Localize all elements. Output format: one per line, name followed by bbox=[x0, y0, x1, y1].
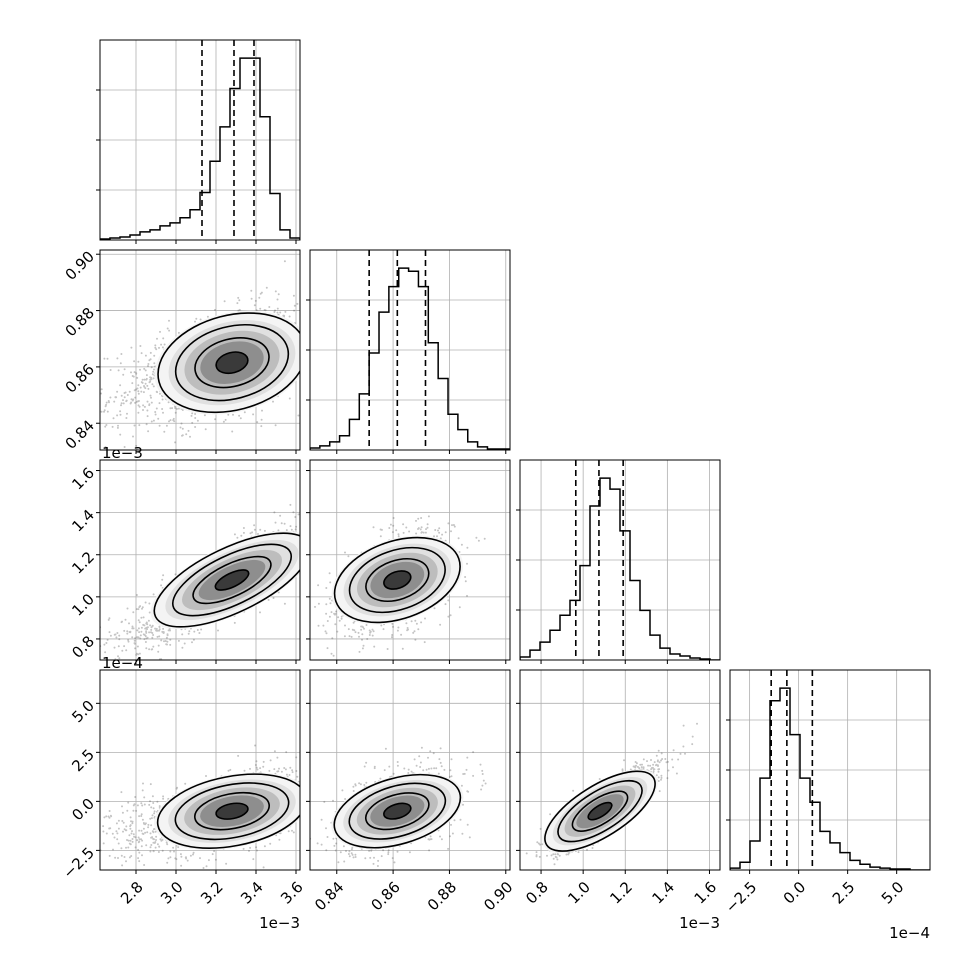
panel-2-2 bbox=[520, 460, 720, 660]
offset-label-y: 1e−3 bbox=[102, 444, 143, 462]
panel-1-1 bbox=[310, 250, 510, 450]
tick-label-x: 3.6 bbox=[277, 878, 307, 908]
tick-label-x: 3.0 bbox=[157, 878, 187, 908]
panel-3-3 bbox=[730, 670, 930, 870]
contour-line bbox=[383, 570, 412, 590]
tick-label-x: −2.5 bbox=[722, 878, 760, 916]
density-level bbox=[215, 569, 249, 591]
contour-line bbox=[171, 543, 293, 617]
panel-3-2 bbox=[520, 670, 720, 870]
panel-3-0 bbox=[100, 670, 300, 870]
contour-line bbox=[215, 802, 249, 820]
contour-line bbox=[157, 312, 300, 414]
contour-line bbox=[348, 546, 446, 614]
panel-0-0 bbox=[100, 40, 300, 240]
contour-line bbox=[333, 536, 461, 624]
panel-3-1 bbox=[310, 670, 510, 870]
tick-label-x: 1.4 bbox=[649, 878, 679, 908]
contour-line bbox=[174, 782, 290, 841]
tick-label-y: 0.0 bbox=[68, 795, 98, 825]
offset-label-x: 1e−3 bbox=[259, 914, 300, 932]
tick-label-x: 5.0 bbox=[878, 878, 908, 908]
contour-line bbox=[365, 558, 430, 602]
tick-label-x: 0.84 bbox=[311, 878, 347, 914]
histogram-p3 bbox=[520, 477, 720, 660]
offset-label-x: 1e−3 bbox=[679, 914, 720, 932]
tick-label-y: 2.5 bbox=[68, 746, 98, 776]
density-level bbox=[216, 352, 248, 374]
contour-line bbox=[571, 790, 629, 832]
panel-frame bbox=[99, 669, 301, 871]
panel-frame bbox=[519, 669, 721, 871]
tick-label-y: 0.86 bbox=[62, 360, 98, 396]
tick-label-y: 0.90 bbox=[62, 248, 98, 284]
panel-frame bbox=[309, 669, 511, 871]
panel-2-0 bbox=[100, 460, 300, 660]
panel-frame bbox=[99, 459, 301, 661]
tick-label-x: 0.90 bbox=[480, 878, 516, 914]
contour-line bbox=[348, 782, 447, 840]
panel-frame bbox=[99, 249, 301, 451]
tick-label-y: −2.5 bbox=[60, 844, 98, 882]
tick-label-x: 1.6 bbox=[691, 878, 721, 908]
tick-label-x: 1.2 bbox=[606, 878, 636, 908]
tick-label-x: 1.0 bbox=[564, 878, 594, 908]
offset-label-y: 1e−4 bbox=[102, 654, 143, 672]
panel-2-1 bbox=[310, 460, 510, 660]
tick-label-x: 2.5 bbox=[829, 878, 859, 908]
contour-line bbox=[214, 569, 250, 591]
contour-line bbox=[557, 779, 643, 843]
contour-line bbox=[192, 555, 272, 605]
histogram-p2 bbox=[310, 267, 510, 450]
density-level bbox=[383, 570, 411, 590]
tick-label-x: 0.86 bbox=[367, 878, 403, 914]
tick-label-y: 1.4 bbox=[68, 506, 98, 536]
tick-label-y: 5.0 bbox=[68, 697, 98, 727]
tick-label-y: 1.2 bbox=[68, 548, 98, 578]
tick-label-x: 3.4 bbox=[237, 878, 267, 908]
density-level bbox=[588, 802, 612, 820]
contour-line bbox=[194, 791, 270, 831]
plot-area bbox=[96, 39, 931, 874]
tick-label-y: 0.8 bbox=[68, 632, 98, 662]
panel-1-0 bbox=[100, 250, 300, 450]
tick-label-y: 0.88 bbox=[62, 304, 98, 340]
tick-label-x: 3.2 bbox=[197, 878, 227, 908]
offset-label-x: 1e−4 bbox=[889, 924, 930, 942]
tick-label-y: 0.84 bbox=[62, 417, 98, 453]
tick-label-x: 2.8 bbox=[117, 878, 147, 908]
panel-frame bbox=[309, 459, 511, 661]
contour-line bbox=[215, 351, 249, 375]
contour-line bbox=[364, 792, 430, 831]
histogram-p4 bbox=[730, 687, 930, 870]
contour-line bbox=[333, 773, 462, 849]
contour-line bbox=[153, 532, 300, 628]
tick-label-y: 1.6 bbox=[68, 464, 98, 494]
density-level bbox=[216, 803, 248, 820]
contour-line bbox=[194, 337, 270, 389]
histogram-p1 bbox=[100, 57, 300, 240]
contour-line bbox=[587, 801, 613, 821]
contour-line bbox=[156, 773, 300, 849]
tick-label-x: 0.88 bbox=[424, 878, 460, 914]
density-level bbox=[383, 803, 411, 819]
tick-label-x: 0.8 bbox=[522, 878, 552, 908]
tick-label-x: 0.0 bbox=[780, 878, 810, 908]
contour-line bbox=[544, 770, 656, 852]
contour-line bbox=[174, 324, 290, 402]
contour-line bbox=[383, 802, 412, 820]
tick-label-y: 1.0 bbox=[68, 590, 98, 620]
